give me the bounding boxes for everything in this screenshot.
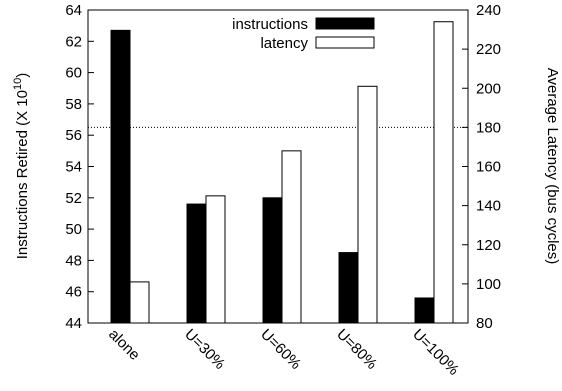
- legend: instructions latency: [232, 16, 375, 52]
- legend-swatch-latency: [315, 36, 375, 49]
- bar-instructions: [186, 203, 207, 324]
- bar-latency: [357, 85, 378, 324]
- bar-latency: [281, 150, 302, 324]
- y2-tick-label: 200: [476, 80, 501, 97]
- y-tick-label: 58: [65, 96, 82, 113]
- y-tick-label: 44: [65, 315, 82, 332]
- x-category-label: U=30%: [181, 326, 228, 373]
- x-category-label: alone: [105, 326, 143, 364]
- y-tick-label: 52: [65, 190, 82, 207]
- x-category-label: U=60%: [257, 326, 304, 373]
- y2-tick-label: 160: [476, 159, 501, 176]
- y-tick-label: 50: [65, 221, 82, 238]
- y2-tick-label: 240: [476, 2, 501, 19]
- legend-label-latency: latency: [260, 35, 308, 52]
- y-tick-label: 48: [65, 252, 82, 269]
- y2-tick-label: 100: [476, 276, 501, 293]
- legend-label-instructions: instructions: [232, 16, 308, 33]
- bar-instructions: [262, 197, 283, 324]
- bar-latency: [433, 21, 454, 324]
- y-tick-label: 56: [65, 127, 82, 144]
- y-tick-label: 54: [65, 159, 82, 176]
- y2-tick-label: 120: [476, 237, 501, 254]
- y-axis-title: Instructions Retired (X 1010): [12, 73, 31, 260]
- y2-tick-label: 220: [476, 41, 501, 58]
- y2-tick-label: 140: [476, 198, 501, 215]
- bar-instructions: [414, 297, 435, 324]
- y2-axis-title: Average Latency (bus cycles): [544, 68, 561, 265]
- bar-instructions: [338, 252, 359, 324]
- bar-instructions: [110, 29, 131, 324]
- y-tick-label: 46: [65, 284, 82, 301]
- bar-latency: [129, 281, 150, 324]
- y-tick-label: 64: [65, 2, 82, 19]
- x-category-label: U=100%: [409, 326, 462, 379]
- bar-latency: [205, 195, 226, 324]
- legend-swatch-instructions: [315, 17, 375, 30]
- y-tick-label: 62: [65, 33, 82, 50]
- y2-tick-label: 80: [476, 315, 493, 332]
- y2-tick-label: 180: [476, 119, 501, 136]
- y-tick-label: 60: [65, 65, 82, 82]
- x-category-label: U=80%: [333, 326, 380, 373]
